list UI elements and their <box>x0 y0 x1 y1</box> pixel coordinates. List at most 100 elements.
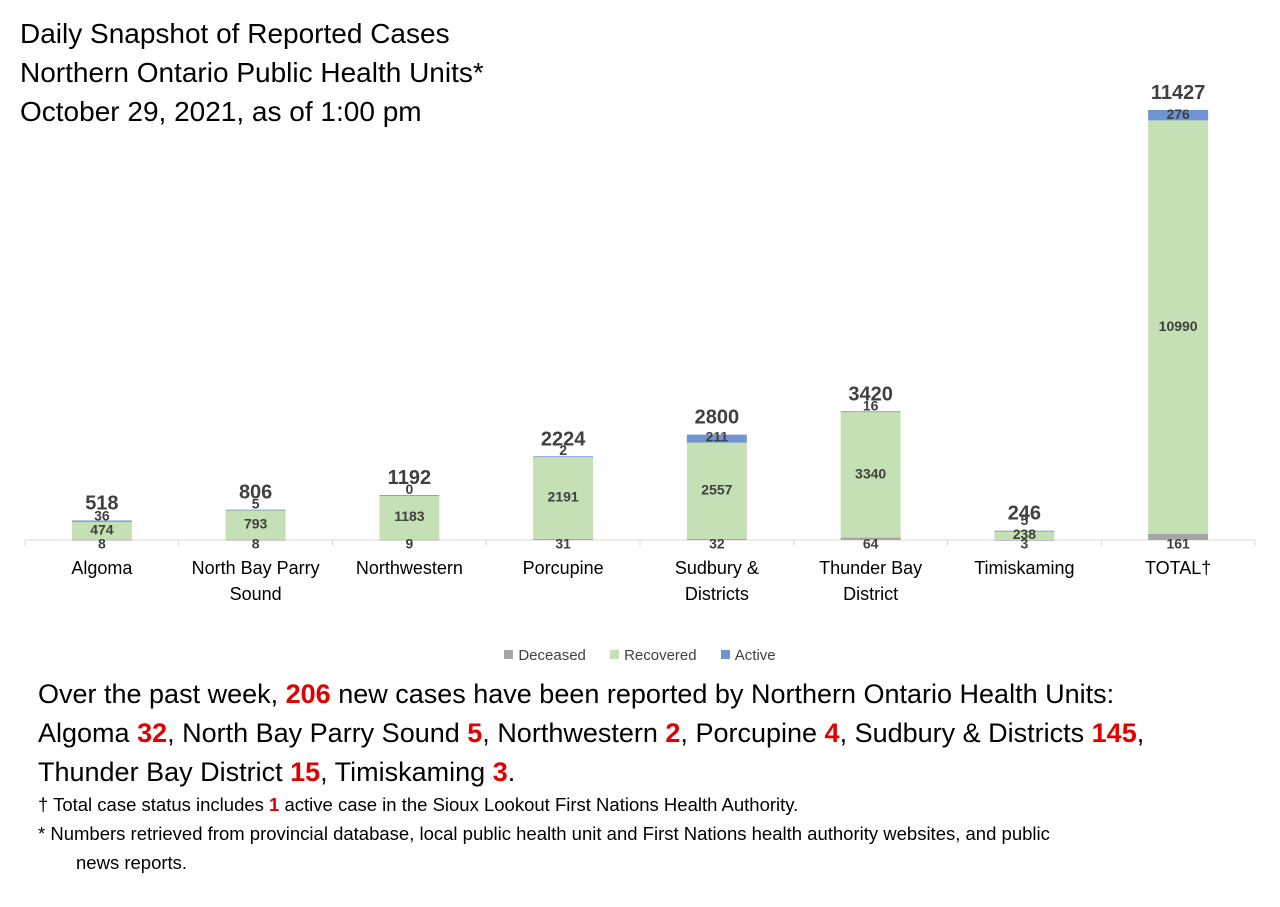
data-label-deceased: 31 <box>555 536 571 552</box>
data-label-deceased: 8 <box>252 536 260 552</box>
summary-item-sep: , <box>482 718 498 748</box>
summary-item-sep: , <box>1136 718 1145 748</box>
bar-segment-active <box>71 520 132 522</box>
summary-item-sep: , <box>167 718 183 748</box>
x-tick-label: Algoma <box>71 558 133 578</box>
data-label-total: 2800 <box>695 407 740 429</box>
summary-item-sep: , <box>839 718 855 748</box>
data-label-total: 11427 <box>1151 82 1206 104</box>
data-label-recovered: 238 <box>1013 526 1037 542</box>
footnote-star-line-2: news reports. <box>76 852 188 873</box>
data-label-recovered: 1183 <box>394 508 425 524</box>
data-label-total: 518 <box>85 493 118 515</box>
summary-item-value: 4 <box>824 718 840 748</box>
summary-item-sep: , <box>680 718 696 748</box>
summary-item-value: 3 <box>492 757 508 787</box>
title-line-1: Daily Snapshot of Reported Cases <box>20 18 450 49</box>
bar-segment-recovered <box>379 495 440 540</box>
bar-segment-active <box>686 434 747 443</box>
x-tick-label: Sudbury & Districts <box>675 558 759 604</box>
summary-item-value: 32 <box>137 718 168 748</box>
bar-segment-recovered <box>71 521 132 540</box>
weekly-summary: Over the past week, 206 new cases have b… <box>38 675 1268 792</box>
summary-item-name: Porcupine <box>695 718 825 748</box>
legend-item-active: Active <box>720 647 776 664</box>
data-label-active: 276 <box>1166 106 1190 122</box>
data-label-active: 5 <box>1020 512 1028 528</box>
bar-segment-recovered <box>686 442 747 539</box>
summary-item-value: 2 <box>665 718 681 748</box>
bar-segment-recovered <box>1148 120 1209 534</box>
bar-segment-active <box>225 509 286 511</box>
bar-segment-active <box>840 411 901 413</box>
summary-item-name: Thunder Bay District <box>38 757 291 787</box>
footnote-dagger-post: active case in the Sioux Lookout First N… <box>279 794 799 815</box>
footnote-dagger: † Total case status includes 1 active ca… <box>38 790 1268 819</box>
data-label-recovered: 2557 <box>701 481 732 497</box>
data-label-deceased: 64 <box>863 536 879 552</box>
legend-label-deceased: Deceased <box>518 647 586 664</box>
footnote-dagger-value: 1 <box>269 794 280 815</box>
summary-item-sep: , <box>320 757 335 787</box>
data-label-active: 2 <box>559 442 567 458</box>
data-label-recovered: 3340 <box>855 465 886 481</box>
x-tick-label: Thunder Bay District <box>819 558 922 604</box>
bar-segment-active <box>379 495 440 496</box>
bar-segment-recovered <box>533 456 594 539</box>
data-label-deceased: 3 <box>1020 536 1028 552</box>
footnote-dagger-pre: † Total case status includes <box>38 794 270 815</box>
summary-intro: Over the past week, <box>38 679 286 709</box>
bar-segment-deceased <box>840 537 901 540</box>
summary-item-sep: . <box>507 757 516 787</box>
x-tick-label: TOTAL† <box>1145 558 1211 578</box>
summary-item-name: Algoma <box>38 718 138 748</box>
title-line-2: Northern Ontario Public Health Units* <box>20 57 484 88</box>
summary-week-total: 206 <box>285 679 331 709</box>
data-label-recovered: 10990 <box>1159 318 1198 334</box>
summary-item-name: Northwestern <box>497 718 666 748</box>
summary-item-value: 145 <box>1091 718 1137 748</box>
legend-swatch-deceased <box>504 650 514 659</box>
bar-segment-recovered <box>840 411 901 538</box>
legend-item-deceased: Deceased <box>504 647 586 664</box>
bar-segment-deceased <box>225 539 286 541</box>
footnote-star-line-1: * Numbers retrieved from provincial data… <box>38 823 1050 844</box>
bar-segment-active <box>1148 110 1209 121</box>
data-label-total: 246 <box>1008 503 1041 525</box>
bar-segment-deceased <box>1148 533 1209 540</box>
title-line-3: October 29, 2021, as of 1:00 pm <box>20 96 422 127</box>
chart-legend: Deceased Recovered Active <box>0 647 1280 664</box>
bar-segment-deceased <box>994 539 1055 541</box>
data-label-total: 3420 <box>848 383 893 405</box>
data-label-total: 2224 <box>541 428 586 450</box>
summary-item-name: Timiskaming <box>334 757 493 787</box>
bar-segment-deceased <box>533 538 594 540</box>
summary-item-name: Sudbury & Districts <box>854 718 1092 748</box>
bar-segment-deceased <box>686 538 747 540</box>
data-label-active: 5 <box>252 496 260 512</box>
chart-title: Daily Snapshot of Reported Cases Norther… <box>20 14 484 131</box>
legend-swatch-active <box>720 650 730 659</box>
bar-segment-recovered <box>225 509 286 540</box>
x-tick-label: Timiskaming <box>974 558 1074 578</box>
summary-item-value: 5 <box>467 718 483 748</box>
x-tick-label: Porcupine <box>523 558 604 578</box>
summary-intro-end: new cases have been reported by Northern… <box>330 679 1115 709</box>
legend-label-recovered: Recovered <box>624 647 697 664</box>
data-label-active: 16 <box>863 398 879 414</box>
bar-segment-recovered <box>994 530 1055 540</box>
legend-label-active: Active <box>734 647 776 664</box>
bar-segment-active <box>533 456 594 458</box>
data-label-recovered: 2191 <box>548 488 579 504</box>
data-label-deceased: 8 <box>98 536 106 552</box>
summary-item-value: 15 <box>290 757 321 787</box>
x-tick-label: North Bay Parry Sound <box>192 558 320 604</box>
bar-segment-active <box>994 530 1055 532</box>
footnotes: † Total case status includes 1 active ca… <box>38 790 1268 877</box>
data-label-deceased: 161 <box>1166 536 1190 552</box>
data-label-active: 36 <box>94 507 110 523</box>
data-label-recovered: 793 <box>244 515 268 531</box>
data-label-recovered: 474 <box>90 521 114 537</box>
data-label-total: 806 <box>239 482 272 504</box>
